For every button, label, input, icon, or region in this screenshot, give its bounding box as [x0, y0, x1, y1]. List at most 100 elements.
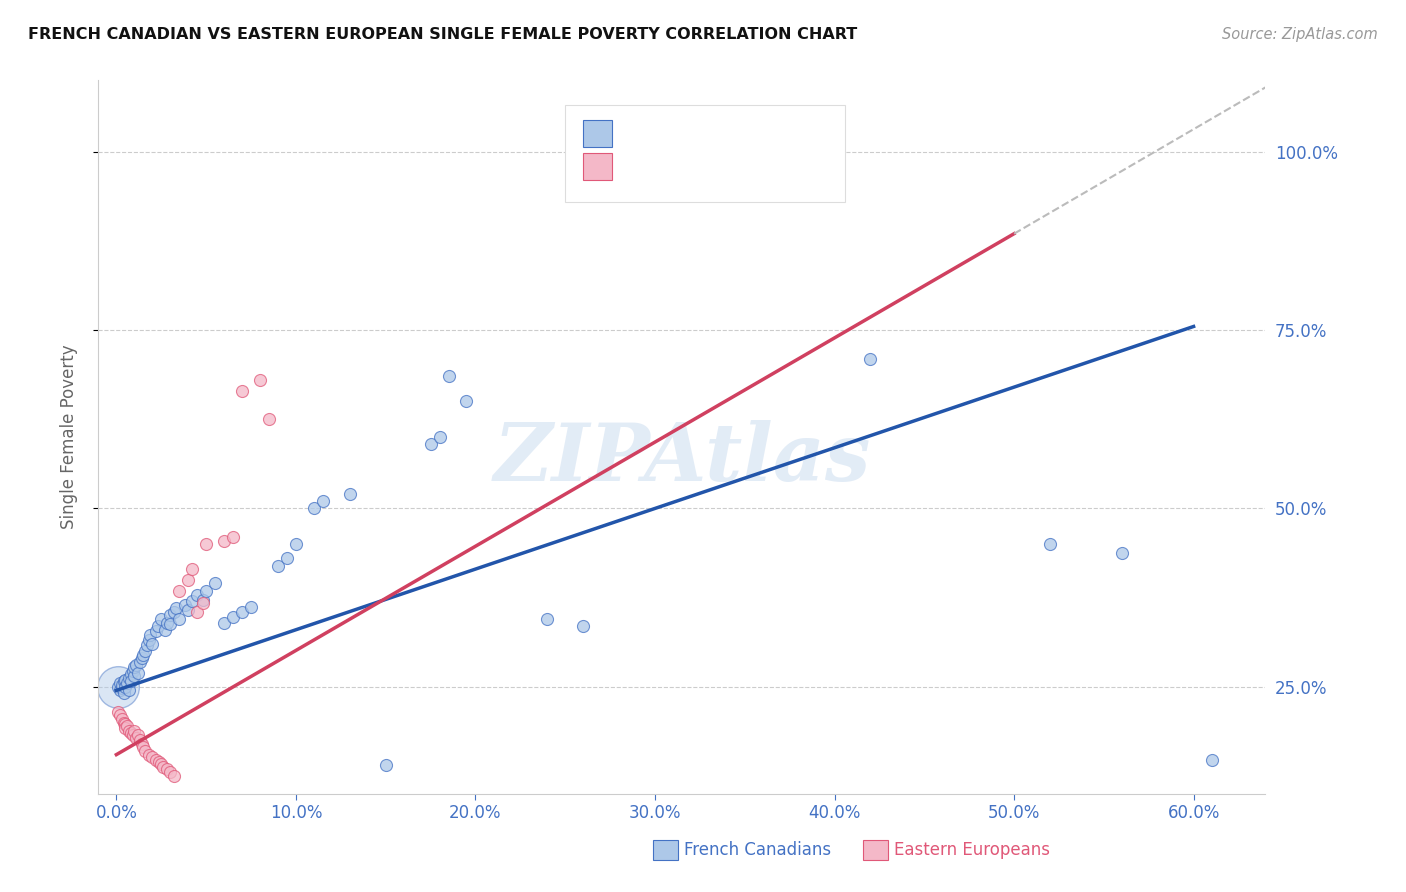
Point	[150, 756, 173, 771]
Point	[456, 394, 478, 409]
Point	[118, 671, 141, 685]
Point	[257, 412, 280, 426]
Point	[114, 673, 136, 687]
Point	[191, 592, 214, 607]
FancyBboxPatch shape	[652, 840, 679, 860]
Point	[159, 617, 181, 632]
Point	[139, 628, 162, 642]
Point	[165, 601, 187, 615]
Point	[195, 537, 218, 551]
Point	[141, 637, 163, 651]
Point	[1111, 546, 1133, 560]
Point	[231, 384, 253, 398]
Point	[284, 537, 307, 551]
Point	[195, 583, 218, 598]
Point	[150, 612, 173, 626]
Point	[240, 599, 263, 614]
Point	[145, 753, 167, 767]
Point	[312, 494, 335, 508]
Point	[124, 660, 146, 674]
Point	[115, 719, 138, 733]
Point	[111, 678, 134, 692]
Point	[107, 680, 129, 694]
Text: Source: ZipAtlas.com: Source: ZipAtlas.com	[1222, 27, 1378, 42]
Point	[114, 680, 136, 694]
Point	[152, 760, 174, 774]
Point	[159, 765, 181, 780]
Point	[429, 430, 451, 444]
Point	[114, 717, 136, 731]
Point	[167, 583, 190, 598]
Point	[437, 369, 460, 384]
Point	[156, 762, 179, 776]
Point	[222, 530, 245, 544]
Point	[167, 612, 190, 626]
Point	[138, 633, 160, 648]
Point	[107, 680, 129, 694]
Point	[128, 655, 150, 669]
Point	[112, 685, 135, 699]
Point	[374, 758, 396, 772]
Point	[156, 615, 179, 630]
Point	[153, 623, 176, 637]
Point	[1201, 753, 1223, 767]
Point	[108, 676, 131, 690]
Point	[121, 664, 143, 678]
Point	[339, 487, 361, 501]
Point	[135, 639, 157, 653]
Point	[108, 708, 131, 723]
FancyBboxPatch shape	[582, 153, 612, 180]
FancyBboxPatch shape	[582, 120, 612, 146]
Point	[163, 769, 186, 783]
Point	[177, 573, 200, 587]
Point	[159, 608, 181, 623]
Point	[111, 681, 134, 696]
Point	[191, 596, 214, 610]
Text: Eastern Europeans: Eastern Europeans	[894, 841, 1050, 859]
Text: French Canadians: French Canadians	[685, 841, 831, 859]
Point	[231, 605, 253, 619]
Point	[131, 651, 153, 665]
Point	[115, 676, 138, 690]
Point	[180, 562, 202, 576]
Point	[859, 351, 882, 366]
Point	[302, 501, 325, 516]
Point	[173, 598, 195, 612]
Point	[121, 728, 143, 742]
Point	[114, 721, 136, 735]
Text: R = 0.672   N = 37: R = 0.672 N = 37	[620, 159, 804, 177]
Point	[572, 619, 595, 633]
Point	[419, 437, 441, 451]
Point	[124, 669, 146, 683]
Point	[134, 644, 156, 658]
Point	[112, 715, 135, 730]
Point	[146, 619, 169, 633]
Point	[120, 674, 142, 689]
Text: R = 0.523   N = 63: R = 0.523 N = 63	[620, 125, 804, 143]
Point	[132, 648, 155, 662]
Point	[141, 749, 163, 764]
Point	[120, 667, 142, 681]
Point	[148, 755, 170, 769]
Point	[249, 373, 271, 387]
Point	[125, 731, 148, 746]
Point	[1039, 537, 1062, 551]
Point	[111, 712, 134, 726]
Point	[120, 726, 142, 740]
Point	[112, 674, 135, 689]
Text: FRENCH CANADIAN VS EASTERN EUROPEAN SINGLE FEMALE POVERTY CORRELATION CHART: FRENCH CANADIAN VS EASTERN EUROPEAN SING…	[28, 27, 858, 42]
Point	[127, 665, 149, 680]
Point	[212, 615, 235, 630]
Point	[134, 744, 156, 758]
Point	[177, 603, 200, 617]
Point	[180, 594, 202, 608]
Point	[267, 558, 290, 573]
Point	[186, 605, 208, 619]
Point	[118, 683, 141, 698]
Text: ZIPAtlas: ZIPAtlas	[494, 420, 870, 497]
Point	[536, 612, 558, 626]
Point	[131, 737, 153, 751]
Point	[108, 683, 131, 698]
Point	[138, 747, 160, 762]
Point	[212, 533, 235, 548]
